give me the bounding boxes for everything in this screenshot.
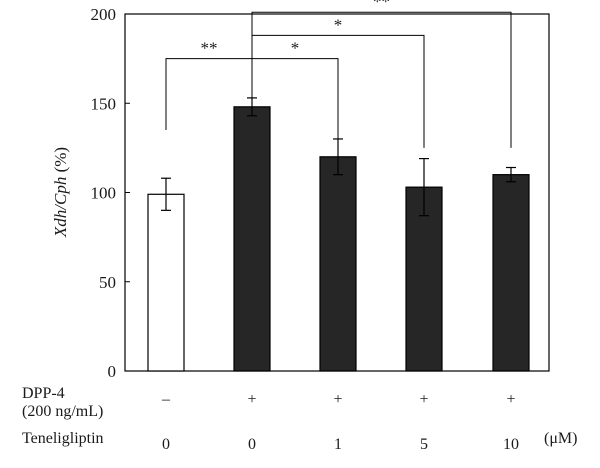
significance-label: **: [373, 0, 390, 11]
significance-bracket: [251, 11, 512, 148]
significance-brackets: ** ****: [165, 0, 512, 148]
bar: [147, 193, 185, 372]
significance-label: **: [201, 39, 218, 58]
y-tick-label: 150: [91, 94, 117, 113]
table-cell: –: [161, 391, 171, 408]
row-label: DPP-4: [22, 385, 65, 402]
table-cell: 5: [420, 436, 428, 453]
y-tick-label: 200: [91, 5, 117, 24]
table-cell: +: [506, 391, 515, 408]
y-tick-label: 100: [91, 184, 117, 203]
significance-label: *: [334, 15, 343, 34]
row-label: (200 ng/mL): [22, 403, 103, 420]
y-tick-label: 50: [99, 273, 116, 292]
unit-label: (μM): [544, 430, 577, 447]
bars: [147, 97, 530, 372]
table-cell: +: [419, 391, 428, 408]
treatment-table: DPP-4(200 ng/mL) – + + + + Teneligliptin 0 0 1 5 10: [22, 385, 519, 453]
table-cell: 0: [162, 436, 170, 453]
table-cell: 10: [503, 436, 519, 453]
bar: [233, 106, 271, 372]
bar: [405, 186, 443, 372]
table-cell: 0: [248, 436, 256, 453]
y-axis-label: Xdh/Cph (%): [51, 147, 70, 238]
table-cell: 1: [334, 436, 342, 453]
table-cell: +: [333, 391, 342, 408]
bar: [319, 156, 357, 372]
y-tick-label: 0: [108, 362, 117, 381]
table-cell: +: [247, 391, 256, 408]
y-axis: 0 50 100 150 200: [91, 5, 130, 381]
significance-label: *: [291, 39, 300, 58]
row-label: Teneligliptin: [22, 430, 104, 447]
bar: [492, 174, 530, 372]
